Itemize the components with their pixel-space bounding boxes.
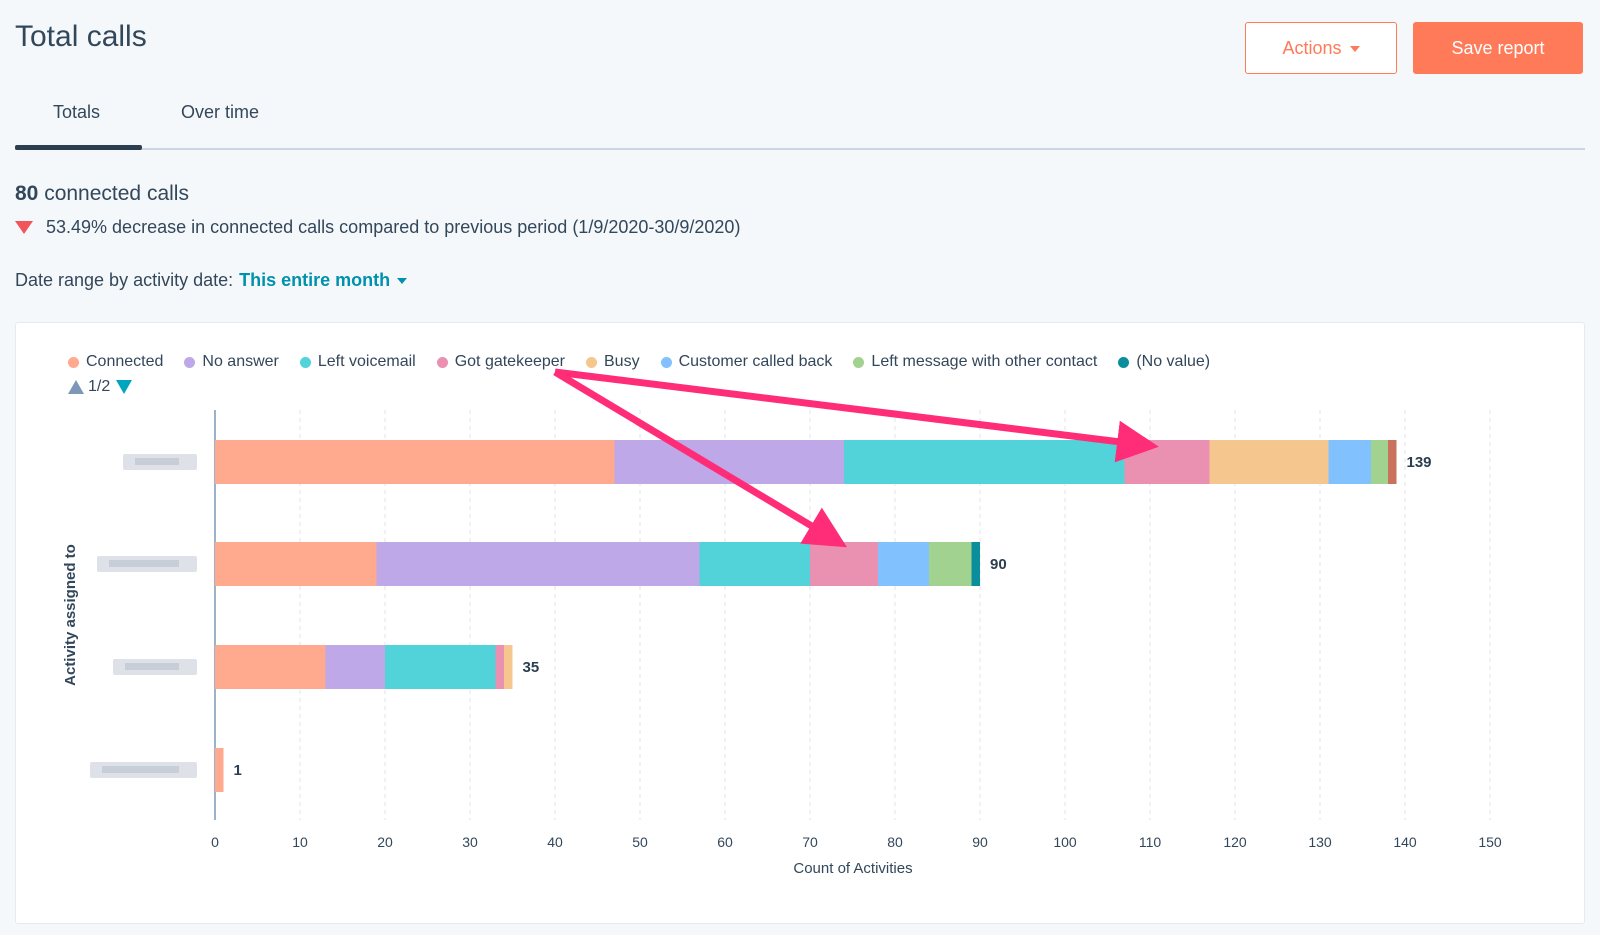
bar-segment[interactable] xyxy=(325,645,386,689)
x-tick-label: 70 xyxy=(802,834,818,850)
active-tab-indicator xyxy=(15,145,142,150)
page-title: Total calls xyxy=(15,20,147,53)
legend-label: Left message with other contact xyxy=(871,353,1098,370)
legend-item[interactable]: Left voicemail xyxy=(299,353,416,371)
bar-segment[interactable] xyxy=(1209,440,1329,484)
legend-swatch xyxy=(68,356,79,368)
x-axis-title: Count of Activities xyxy=(793,860,912,877)
legend-prev-page-icon[interactable] xyxy=(68,380,84,394)
bar-segment[interactable] xyxy=(495,645,505,689)
redacted-owner-label xyxy=(102,766,179,773)
x-tick-label: 50 xyxy=(632,834,648,850)
annotation-arrow xyxy=(553,368,848,548)
x-tick-label: 90 xyxy=(972,834,988,850)
bar-segment[interactable] xyxy=(1328,440,1372,484)
legend-swatch xyxy=(853,356,865,368)
legend-label: Customer called back xyxy=(678,353,833,370)
legend-label: Left voicemail xyxy=(317,353,416,370)
kpi-label: connected calls xyxy=(44,182,189,205)
kpi-summary: 80 connected calls xyxy=(15,182,189,206)
y-axis-title: Activity assigned to xyxy=(62,544,79,686)
kpi-value: 80 xyxy=(15,182,39,205)
legend-item[interactable]: Got gatekeeper xyxy=(436,353,565,371)
redacted-owner-label xyxy=(135,458,179,465)
x-tick-label: 110 xyxy=(1139,834,1162,850)
caret-down-icon xyxy=(1349,46,1360,52)
legend-swatch xyxy=(660,356,672,368)
date-range-dropdown[interactable]: This entire month xyxy=(239,270,391,290)
date-range-filter: Date range by activity date: This entire… xyxy=(15,270,408,291)
report-tabs: Totals Over time xyxy=(15,96,1585,150)
legend-label: (No value) xyxy=(1136,353,1211,370)
x-tick-label: 100 xyxy=(1053,834,1077,850)
x-tick-label: 130 xyxy=(1308,834,1332,850)
bar-segment[interactable] xyxy=(504,645,513,689)
legend-item[interactable]: No answer xyxy=(184,353,279,371)
bar-segment[interactable] xyxy=(844,440,1125,484)
tab-totals[interactable]: Totals xyxy=(53,102,101,122)
kpi-change: 53.49% decrease in connected calls compa… xyxy=(15,217,740,238)
legend-item[interactable]: Customer called back xyxy=(660,353,833,371)
annotation-arrow xyxy=(554,368,1159,463)
legend-label: Busy xyxy=(604,353,640,370)
bar-segment[interactable] xyxy=(1371,440,1388,484)
bar-segment[interactable] xyxy=(810,542,878,586)
legend-swatch xyxy=(299,356,311,368)
kpi-change-text: 53.49% decrease in connected calls compa… xyxy=(46,217,741,237)
caret-down-icon[interactable] xyxy=(397,277,408,284)
bar-segment[interactable] xyxy=(929,542,972,586)
legend-item[interactable]: Busy xyxy=(586,353,640,371)
legend-swatch xyxy=(586,356,597,368)
x-tick-label: 10 xyxy=(292,834,308,850)
bar-total-label: 90 xyxy=(990,556,1007,573)
save-report-button[interactable]: Save report xyxy=(1413,22,1583,74)
x-tick-label: 30 xyxy=(462,834,478,850)
bar-total-label: 35 xyxy=(523,659,540,676)
legend-item[interactable]: (No value) xyxy=(1118,353,1210,371)
legend-swatch xyxy=(184,356,196,368)
actions-button[interactable]: Actions xyxy=(1245,22,1397,74)
legend-item[interactable]: Connected xyxy=(68,353,163,371)
legend-pager: 1/2 xyxy=(68,378,133,396)
legend-swatch xyxy=(436,356,448,368)
chart-card: Connected No answer Left voicemail Got gate… xyxy=(15,322,1585,924)
x-tick-label: 0 xyxy=(211,834,219,850)
legend-next-page-icon[interactable] xyxy=(116,380,133,394)
bar-segment[interactable] xyxy=(215,542,377,586)
redacted-owner-label xyxy=(125,663,179,670)
bar-total-label: 139 xyxy=(1407,454,1432,471)
bar-segment[interactable] xyxy=(215,440,615,484)
legend-label: Connected xyxy=(86,353,164,370)
x-tick-label: 80 xyxy=(887,834,903,850)
x-tick-label: 40 xyxy=(547,834,563,850)
bar-total-label: 1 xyxy=(234,762,242,779)
x-tick-label: 60 xyxy=(717,834,733,850)
bar-segment[interactable] xyxy=(385,645,496,689)
x-tick-label: 150 xyxy=(1478,834,1502,850)
x-tick-label: 20 xyxy=(377,834,393,850)
tab-over-time[interactable]: Over time xyxy=(181,102,260,122)
legend-page-indicator: 1/2 xyxy=(88,378,111,395)
x-tick-label: 140 xyxy=(1393,834,1417,850)
actions-button-label: Actions xyxy=(1282,37,1342,58)
redacted-owner-label xyxy=(109,560,179,567)
legend-label: Got gatekeeper xyxy=(454,353,565,370)
bar-segment[interactable] xyxy=(215,748,224,792)
bar-segment[interactable] xyxy=(215,645,326,689)
date-range-label: Date range by activity date: xyxy=(15,270,234,290)
legend-item[interactable]: Left message with other contact xyxy=(853,353,1097,371)
chart-legend: Connected No answer Left voicemail Got gate… xyxy=(68,353,1231,371)
legend-label: No answer xyxy=(202,353,279,370)
x-tick-label: 120 xyxy=(1223,834,1247,850)
bar-segment[interactable] xyxy=(376,542,700,586)
decrease-arrow-icon xyxy=(15,221,33,234)
legend-swatch xyxy=(1118,356,1130,368)
bar-segment[interactable] xyxy=(971,542,981,586)
bar-segment[interactable] xyxy=(878,542,929,586)
bar-segment[interactable] xyxy=(699,542,811,586)
bar-segment[interactable] xyxy=(1388,440,1397,484)
